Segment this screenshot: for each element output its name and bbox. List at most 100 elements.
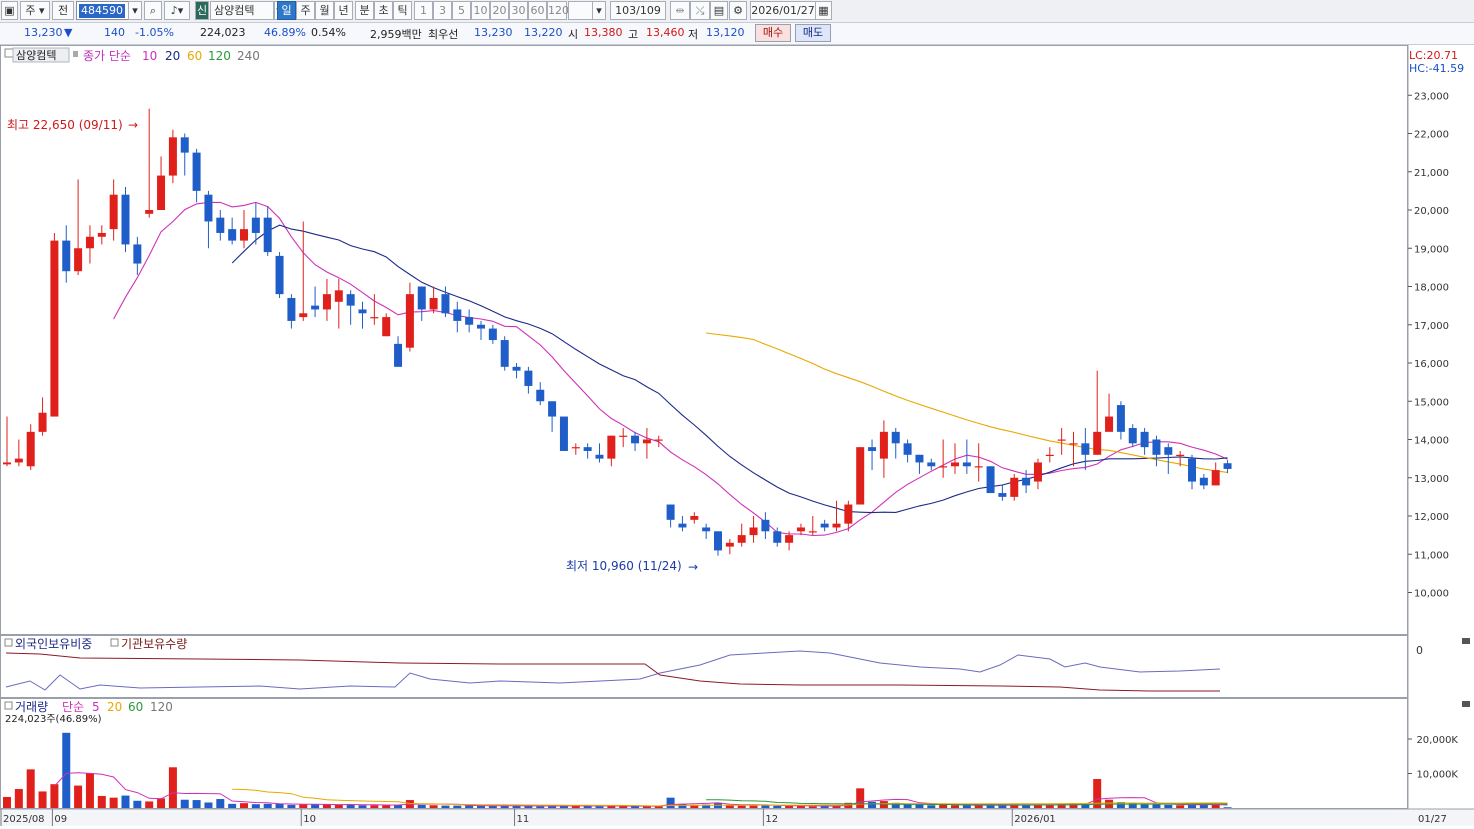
candle-body [702,527,711,532]
candle-body [287,297,296,321]
volume-bar [1022,805,1031,808]
panel3-collapse-icon[interactable] [1462,701,1470,707]
price-tick-label: 14,000 [1414,436,1449,447]
volume-bar [1199,804,1208,808]
volume-bar [536,806,545,808]
volume-bar [50,784,59,808]
volume-bar [311,804,320,808]
candlestick-chart[interactable]: 10,000 11,000 12,000 13,000 14,000 15,000 16,0… [0,45,1474,826]
volume-bar [690,804,699,808]
calendar-icon[interactable]: ▦ [815,1,832,20]
interval-60[interactable]: 60 [528,1,547,20]
candle-body [334,290,343,302]
price-change-pct: -1.05% [135,26,174,39]
candle-body [157,175,166,210]
ma-legend-60: 60 [187,49,202,63]
settings-gear-icon[interactable]: ⚙ [729,1,747,20]
volume-tick-label: 10,000K [1416,770,1458,781]
candle-body [240,229,248,241]
window-menu-icon[interactable]: ▣ [1,1,18,20]
search-icon[interactable]: ⌕ [144,1,162,20]
candle-body [1093,431,1102,455]
candle-body [1211,470,1220,486]
candle-body [785,535,794,543]
volume-bar [725,805,734,808]
period-tab-month[interactable]: 월 [315,1,334,20]
candle-body [1176,454,1185,456]
open-label: 시 [568,28,579,41]
best-quote-label: 최우선 [428,28,459,41]
volume-bar [666,797,675,808]
volume-bar [204,802,213,808]
volume-bar [180,799,189,808]
candle-body [1128,428,1137,444]
volume-bar [441,805,450,808]
chart-area[interactable]: 10,000 11,000 12,000 13,000 14,000 15,000 16,0… [0,45,1474,826]
candle-body [678,523,687,528]
interval-1[interactable]: 1 [414,1,433,20]
current-volume-label: 224,023주(46.89%) [5,714,102,725]
sound-icon[interactable]: ♪▾ [164,1,190,20]
market-type-value: 주 [25,4,36,17]
candle-body [891,431,900,444]
volume-bar [1057,804,1066,808]
stock-code-input[interactable]: 484590 [76,1,142,20]
crosshair-icon[interactable]: ⤯ [690,1,710,20]
volume-bar [382,805,391,808]
interval-20[interactable]: 20 [490,1,509,20]
volume-bar [1010,804,1019,808]
period-tab-minute[interactable]: 분 [355,1,374,20]
volume-bar [370,805,379,808]
volume-bar [263,803,272,808]
hc-value: HC:-41.59 [1409,62,1464,75]
volume-bar [974,805,983,808]
turnover-pct: 46.89% [264,26,306,39]
candle-body [394,343,403,367]
candle-body [121,194,130,245]
price-panel-frame [0,45,1408,635]
foreign-pct: 0.54% [311,26,346,39]
period-tab-tick[interactable]: 틱 [393,1,412,20]
stock-tag-box[interactable] [12,47,70,63]
interval-dropdown-icon[interactable]: ▾ [592,1,606,20]
interval-30[interactable]: 30 [509,1,528,20]
market-type-select[interactable]: 주 ▾ [20,1,50,20]
candle-body [417,286,426,310]
volume-bar [583,805,592,808]
interval-10[interactable]: 10 [471,1,490,20]
candle-body [690,516,699,520]
volume-bar [429,805,438,808]
period-tab-week[interactable]: 주 [296,1,315,20]
code-dropdown-icon[interactable]: ▾ [128,1,142,20]
volume-value: 224,023 [200,26,246,39]
sell-button[interactable]: 매도 [795,24,831,42]
x-tick-label: 10 [303,814,316,825]
buy-button[interactable]: 매수 [755,24,791,42]
period-tab-year[interactable]: 년 [334,1,353,20]
date-input[interactable]: 2026/01/27 [750,1,816,20]
interval-120[interactable]: 120 [547,1,569,20]
price-tick-label: 16,000 [1414,359,1449,370]
candle-body [903,443,912,455]
volume-bar [737,805,746,808]
save-icon[interactable]: ▤ [710,1,728,20]
volume-bar [500,805,509,808]
stock-tag[interactable]: 삼양컴텍 [16,49,56,62]
candle-body [275,255,284,295]
x-tick-label: 2026/01 [1014,814,1056,825]
candle-body [1152,439,1161,455]
scroll-mode-icon[interactable]: ⇹ [670,1,690,20]
panel2-collapse-icon[interactable] [1462,638,1470,644]
interval-3[interactable]: 3 [433,1,452,20]
interval-5[interactable]: 5 [452,1,471,20]
volume-bar [3,796,11,808]
quote-info-bar: 13,230 ▼ 140 -1.05% 224,023 46.89% 0.54%… [0,23,1474,45]
ma20-line [231,224,1228,514]
prefix-button[interactable]: 전 [52,1,74,20]
candle-body [749,527,758,536]
period-tab-second[interactable]: 초 [374,1,393,20]
candle-body [216,217,225,233]
period-tab-day[interactable]: 일 [277,1,296,20]
candle-body [642,439,651,444]
volume-bar [74,785,83,808]
